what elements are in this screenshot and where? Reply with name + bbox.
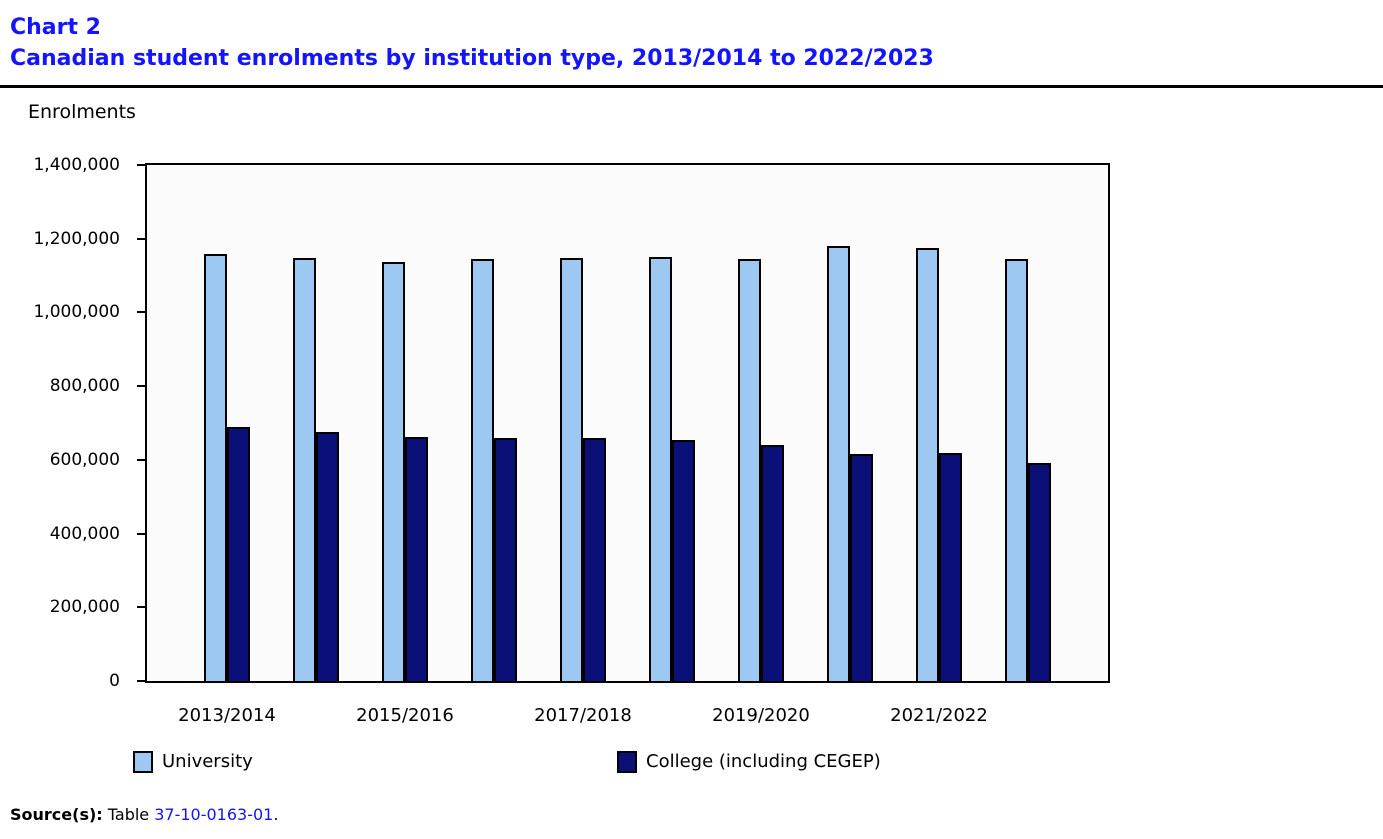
legend-swatch-college bbox=[617, 751, 637, 773]
bar-college-2015-2016 bbox=[404, 437, 428, 681]
legend-label-university: University bbox=[162, 751, 253, 772]
y-tick-label: 800,000 bbox=[49, 376, 120, 397]
bar-university-2021-2022 bbox=[916, 248, 940, 681]
y-tick-label: 0 bbox=[109, 671, 120, 691]
legend-swatch-university bbox=[133, 751, 153, 773]
legend-label-college: College (including CEGEP) bbox=[646, 751, 881, 772]
y-axis-title: Enrolments bbox=[28, 101, 136, 123]
bar-group-2014-2015 bbox=[271, 165, 360, 681]
bar-group-2013-2014 bbox=[182, 165, 271, 681]
y-tick-mark bbox=[137, 606, 146, 609]
y-tick-label: 1,200,000 bbox=[33, 228, 120, 249]
bar-group-2017-2018 bbox=[538, 165, 627, 681]
y-tick-mark bbox=[137, 680, 146, 682]
y-tick-mark bbox=[137, 532, 146, 535]
bar-university-2022-2023 bbox=[1005, 259, 1029, 681]
y-tick-label: 1,400,000 bbox=[33, 155, 120, 175]
y-tick-label: 1,000,000 bbox=[33, 302, 120, 323]
bar-university-2020-2021 bbox=[827, 246, 851, 681]
source-link[interactable]: 37-10-0163-01 bbox=[154, 805, 274, 824]
bars-container bbox=[147, 165, 1108, 681]
bar-university-2018-2019 bbox=[649, 257, 673, 681]
y-tick-mark bbox=[137, 385, 146, 388]
legend: University College (including CEGEP) bbox=[0, 750, 1383, 780]
bar-college-2022-2023 bbox=[1028, 463, 1052, 681]
source-period: . bbox=[273, 805, 279, 824]
source-text: Table bbox=[102, 805, 155, 824]
bar-group-2018-2019 bbox=[627, 165, 716, 681]
y-tick-mark bbox=[137, 164, 146, 166]
bar-college-2017-2018 bbox=[582, 438, 606, 681]
y-tick-label: 200,000 bbox=[49, 597, 120, 618]
chart-number: Chart 2 bbox=[10, 15, 101, 40]
bar-university-2015-2016 bbox=[381, 262, 405, 681]
source-line: Source(s): Table 37-10-0163-01. bbox=[10, 804, 278, 826]
legend-item-college: College (including CEGEP) bbox=[617, 750, 881, 774]
bar-college-2021-2022 bbox=[939, 453, 963, 681]
bar-group-2021-2022 bbox=[895, 165, 984, 681]
bar-college-2019-2020 bbox=[761, 445, 785, 681]
bar-college-2013-2014 bbox=[226, 427, 250, 681]
header-divider bbox=[0, 85, 1383, 88]
bar-group-2022-2023 bbox=[984, 165, 1073, 681]
y-tick-mark bbox=[137, 237, 146, 240]
bar-group-2020-2021 bbox=[806, 165, 895, 681]
x-tick-label: 2015/2016 bbox=[356, 705, 454, 726]
chart-title: Canadian student enrolments by instituti… bbox=[10, 46, 934, 71]
y-tick-label: 400,000 bbox=[49, 523, 120, 544]
bar-college-2020-2021 bbox=[850, 454, 874, 681]
bar-college-2016-2017 bbox=[493, 438, 517, 681]
bar-university-2013-2014 bbox=[203, 254, 227, 681]
y-tick-label: 600,000 bbox=[49, 449, 120, 470]
bar-university-2016-2017 bbox=[470, 259, 494, 681]
bar-group-2015-2016 bbox=[360, 165, 449, 681]
legend-item-university: University bbox=[133, 750, 253, 774]
bar-university-2014-2015 bbox=[292, 258, 316, 681]
bar-university-2017-2018 bbox=[559, 258, 583, 681]
plot-area bbox=[145, 163, 1110, 683]
y-tick-mark bbox=[137, 458, 146, 461]
x-tick-label: 2017/2018 bbox=[534, 705, 632, 726]
bar-university-2019-2020 bbox=[738, 259, 762, 681]
bar-group-2016-2017 bbox=[449, 165, 538, 681]
y-axis: 0 200,000 400,000 600,000 800,000 1,000,000 1,… bbox=[0, 0, 146, 839]
chart-header: Chart 2 Canadian student enrolments by i… bbox=[10, 12, 934, 74]
y-tick-mark bbox=[137, 311, 146, 314]
bar-group-2019-2020 bbox=[717, 165, 806, 681]
x-tick-label: 2013/2014 bbox=[178, 705, 276, 726]
bar-college-2014-2015 bbox=[315, 432, 339, 681]
source-prefix: Source(s): bbox=[10, 805, 103, 824]
x-tick-label: 2021/2022 bbox=[890, 705, 988, 726]
bar-college-2018-2019 bbox=[672, 440, 696, 681]
x-tick-label: 2019/2020 bbox=[712, 705, 810, 726]
